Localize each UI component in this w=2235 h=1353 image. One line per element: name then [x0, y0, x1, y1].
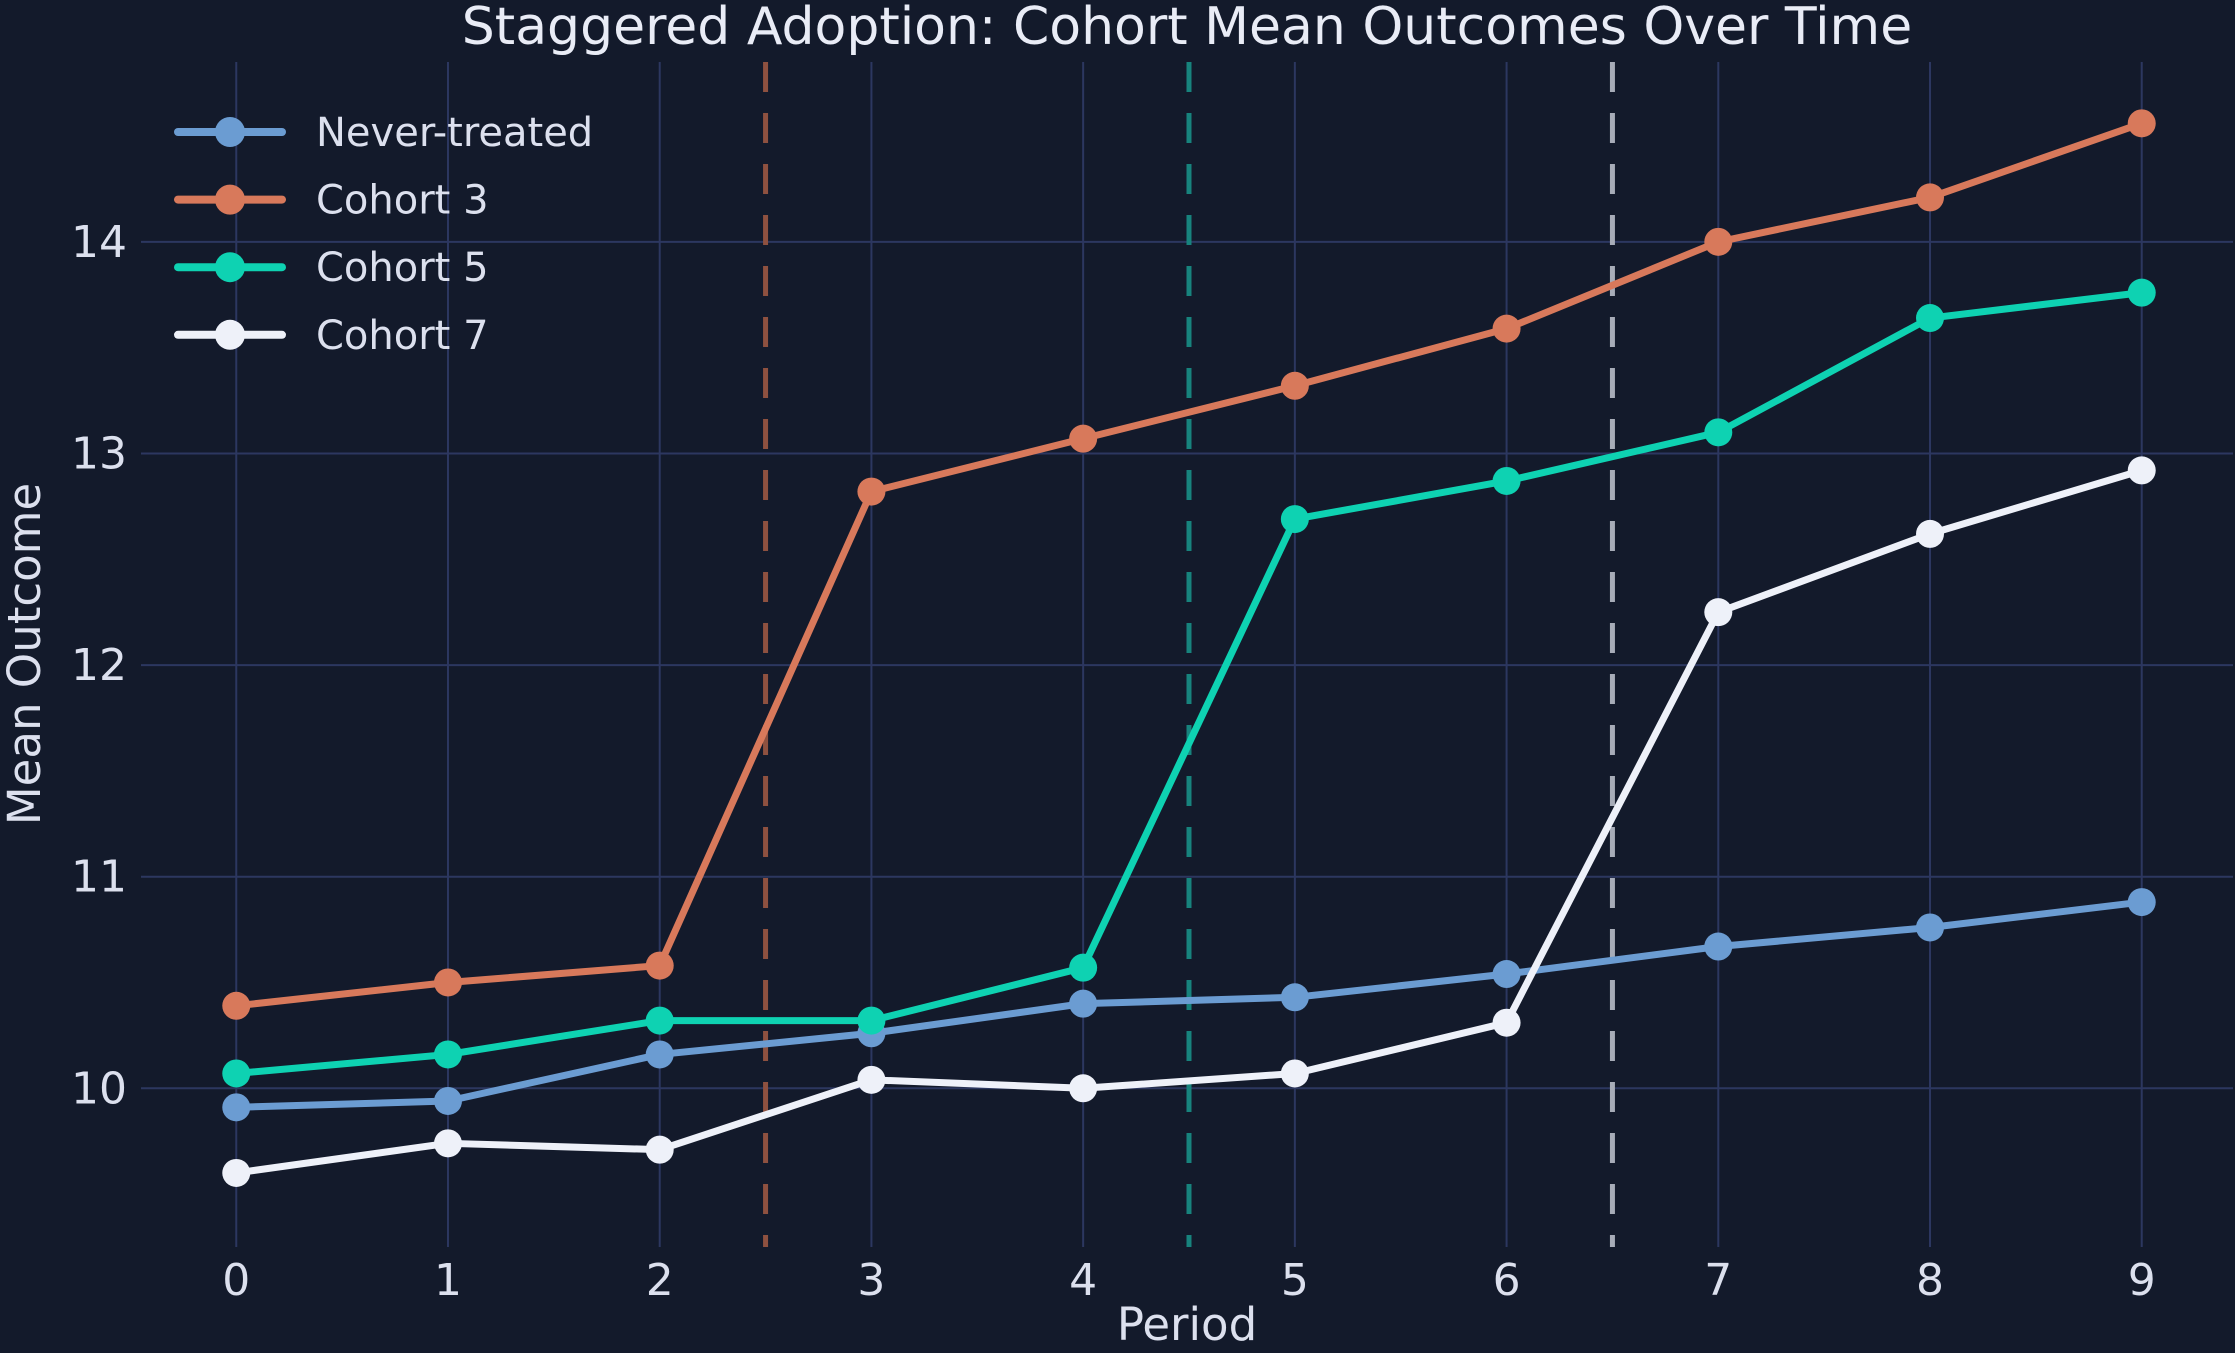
data-point-marker	[433, 1086, 462, 1115]
legend-label: Cohort 3	[316, 178, 489, 224]
y-tick-label: 11	[71, 852, 127, 903]
series-line	[232, 289, 2146, 1077]
data-point-marker	[1704, 418, 1733, 447]
chart-title: Staggered Adoption: Cohort Mean Outcomes…	[462, 0, 1912, 57]
legend-marker-dot	[215, 117, 245, 147]
y-tick-label: 14	[71, 217, 127, 268]
legend-item: Cohort 5	[174, 245, 489, 291]
data-point-marker	[645, 1006, 674, 1035]
data-point-marker	[1069, 424, 1098, 453]
legend-item: Cohort 3	[174, 178, 489, 224]
legend-marker-dot	[215, 184, 245, 215]
data-point-marker	[2127, 109, 2156, 138]
data-point-marker	[222, 1158, 251, 1187]
series-line	[232, 466, 2146, 1177]
x-axis-label: Period	[1117, 1298, 1257, 1351]
data-point-marker	[857, 477, 886, 506]
data-point-marker	[1069, 989, 1098, 1018]
y-tick-label: 10	[71, 1063, 127, 1114]
x-tick-label: 7	[1704, 1255, 1732, 1306]
data-point-marker	[1492, 314, 1521, 343]
data-point-marker	[645, 1040, 674, 1069]
data-point-marker	[222, 991, 251, 1020]
legend-marker-dot	[215, 252, 245, 283]
data-point-marker	[1492, 466, 1521, 495]
data-point-marker	[857, 1006, 886, 1035]
series-lines	[222, 109, 2156, 1187]
adoption-vlines	[763, 62, 1615, 1247]
y-tick-label: 12	[71, 640, 127, 691]
data-point-marker	[1916, 913, 1945, 942]
data-point-marker	[1492, 1008, 1521, 1037]
legend-label: Never-treated	[316, 110, 593, 156]
legend-item: Cohort 7	[174, 313, 489, 359]
data-point-marker	[1704, 932, 1733, 961]
data-point-marker	[1280, 505, 1309, 534]
data-point-marker	[1704, 227, 1733, 256]
data-point-marker	[1916, 519, 1945, 548]
data-point-marker	[222, 1093, 251, 1122]
x-tick-label: 0	[222, 1255, 250, 1306]
series-line	[232, 898, 2146, 1111]
x-tick-label: 2	[646, 1255, 674, 1306]
series-never-treated	[222, 888, 2156, 1122]
data-point-marker	[1280, 983, 1309, 1012]
x-tick-label: 4	[1069, 1255, 1097, 1306]
series-line	[232, 119, 2146, 1010]
data-point-marker	[857, 1065, 886, 1094]
legend-label: Cohort 7	[316, 313, 489, 359]
series-cohort-7	[222, 456, 2156, 1187]
data-point-marker	[1916, 304, 1945, 333]
x-tick-label: 6	[1493, 1255, 1521, 1306]
data-point-marker	[222, 1059, 251, 1088]
x-tick-label: 1	[434, 1255, 462, 1306]
data-point-marker	[433, 968, 462, 997]
legend-label: Cohort 5	[316, 245, 489, 291]
series-cohort-5	[222, 278, 2156, 1088]
x-tick-label: 9	[2128, 1255, 2156, 1306]
data-point-marker	[1704, 598, 1733, 627]
y-axis-label: Mean Outcome	[0, 483, 51, 825]
data-point-marker	[433, 1129, 462, 1158]
x-tick-label: 3	[857, 1255, 885, 1306]
data-point-marker	[1916, 183, 1945, 212]
data-point-marker	[2127, 278, 2156, 307]
y-tick-label: 13	[71, 428, 127, 479]
data-point-marker	[1492, 960, 1521, 989]
x-tick-label: 8	[1916, 1255, 1944, 1306]
data-point-marker	[433, 1040, 462, 1069]
data-point-marker	[645, 951, 674, 980]
x-tick-label: 5	[1281, 1255, 1309, 1306]
data-point-marker	[645, 1135, 674, 1164]
data-point-marker	[1069, 1074, 1098, 1103]
legend: Never-treated Cohort 3 Cohort 5 Cohort 7	[174, 110, 593, 359]
legend-item: Never-treated	[174, 110, 593, 156]
series-cohort-3	[222, 109, 2156, 1020]
data-point-marker	[2127, 888, 2156, 917]
data-point-marker	[2127, 456, 2156, 485]
data-point-marker	[1280, 371, 1309, 400]
data-point-marker	[1280, 1059, 1309, 1088]
legend-marker-dot	[215, 319, 245, 350]
data-point-marker	[1069, 953, 1098, 982]
